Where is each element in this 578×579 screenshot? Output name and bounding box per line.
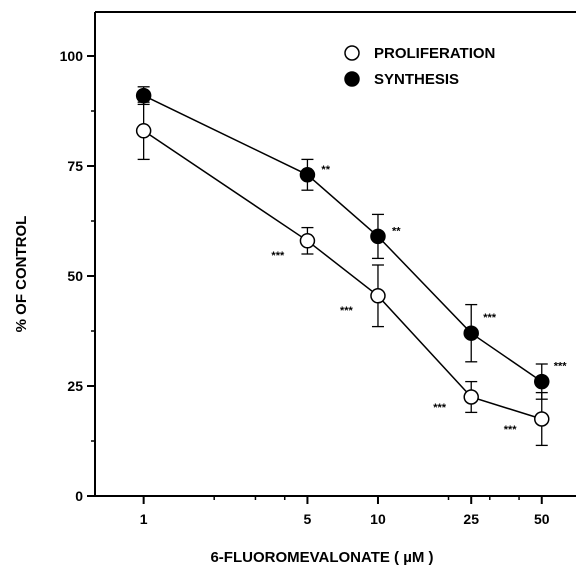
- error-bars: [137, 86, 548, 447]
- x-tick-label: 5: [304, 511, 312, 527]
- significance-label: ***: [504, 424, 518, 436]
- data-point-proliferation: [534, 411, 550, 427]
- x-tick-label: 25: [463, 511, 479, 527]
- data-point-proliferation: [463, 389, 479, 405]
- data-point-proliferation: [135, 123, 152, 139]
- series-lines: [143, 94, 543, 420]
- data-points: [135, 87, 550, 427]
- y-tick-label: 0: [75, 488, 83, 504]
- x-axis-title: 6-FLUOROMEVALONATE ( µM ): [210, 549, 433, 566]
- legend-marker: [344, 71, 360, 87]
- y-axis-title: % OF CONTROL: [13, 216, 30, 333]
- legend-marker: [344, 45, 360, 61]
- x-tick-label: 1: [140, 511, 148, 527]
- data-point-proliferation: [370, 288, 386, 304]
- significance-label: ***: [483, 312, 497, 324]
- series-line-synthesis: [143, 94, 543, 383]
- significance-labels: **********************: [271, 164, 567, 436]
- x-tick-label: 10: [370, 511, 386, 527]
- legend: PROLIFERATION SYNTHESIS: [344, 45, 495, 88]
- legend-label: PROLIFERATION: [374, 45, 495, 62]
- significance-label: ***: [554, 361, 568, 373]
- series-line-proliferation: [143, 130, 542, 420]
- significance-label: **: [321, 164, 330, 176]
- significance-label: **: [392, 225, 401, 237]
- y-tick-label: 25: [67, 378, 83, 394]
- significance-label: ***: [271, 250, 285, 262]
- data-point-synthesis: [135, 87, 152, 104]
- data-point-synthesis: [299, 167, 316, 183]
- data-point-synthesis: [463, 325, 479, 341]
- y-tick-label: 75: [67, 158, 83, 174]
- data-point-proliferation: [299, 233, 316, 249]
- legend-label: SYNTHESIS: [374, 71, 459, 88]
- y-tick-label: 100: [60, 48, 84, 64]
- axis-ticks: 0 25 50 75 100 1 5 10 25 50: [60, 48, 550, 527]
- data-point-synthesis: [534, 373, 550, 390]
- axes: [94, 11, 576, 497]
- significance-label: ***: [340, 305, 354, 317]
- x-tick-label: 50: [534, 511, 550, 527]
- y-tick-label: 50: [67, 268, 83, 284]
- data-point-synthesis: [370, 228, 386, 245]
- significance-label: ***: [433, 402, 447, 414]
